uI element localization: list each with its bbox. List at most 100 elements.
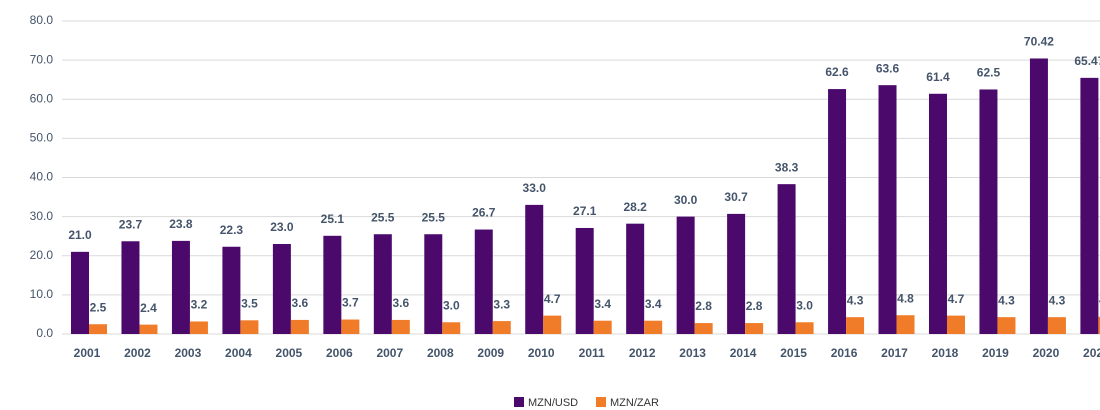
value-label: 4.3 [1049, 293, 1066, 307]
bar [727, 213, 746, 334]
legend-swatch [596, 397, 606, 407]
value-label: 27.1 [573, 204, 597, 218]
bar [878, 85, 897, 334]
bar [777, 184, 796, 334]
value-label: 4.8 [897, 291, 914, 305]
x-tick-label: 2002 [124, 346, 151, 360]
value-label: 30.0 [674, 193, 698, 207]
x-tick-label: 2017 [881, 346, 908, 360]
x-tick-label: 2003 [175, 346, 202, 360]
x-tick-label: 2009 [477, 346, 504, 360]
value-label: 23.7 [119, 217, 143, 231]
x-tick-label: 2011 [579, 346, 605, 360]
x-tick-label: 2001 [74, 346, 101, 360]
bar [1047, 317, 1066, 334]
value-label: 2.4 [140, 301, 157, 315]
y-tick-label: 30.0 [30, 209, 54, 223]
bar [474, 229, 493, 334]
value-label: 38.3 [775, 160, 799, 174]
x-tick-label: 2012 [629, 346, 656, 360]
value-label: 3.4 [594, 297, 611, 311]
bar [171, 240, 190, 334]
bar [896, 315, 915, 334]
legend-label: MZN/USD [528, 397, 578, 409]
x-tick-label: 2015 [780, 346, 807, 360]
value-label: 2.5 [90, 300, 107, 314]
value-label: 3.7 [342, 296, 359, 310]
bar [525, 204, 544, 334]
value-label: 25.1 [321, 212, 345, 226]
value-label: 25.5 [422, 210, 446, 224]
bar [391, 319, 410, 334]
bar [676, 216, 695, 334]
y-tick-label: 40.0 [30, 170, 54, 184]
bar [644, 320, 663, 334]
bar [323, 235, 342, 334]
value-label: 23.8 [169, 217, 193, 231]
value-label: 22.3 [220, 223, 244, 237]
bar [593, 320, 612, 334]
bar [997, 317, 1016, 334]
value-label: 4.3 [998, 293, 1015, 307]
y-tick-label: 80.0 [30, 13, 54, 27]
y-tick-label: 60.0 [30, 91, 54, 105]
bar [373, 234, 392, 334]
y-tick-label: 0.0 [36, 326, 53, 340]
bar [189, 321, 208, 334]
value-label: 3.0 [796, 298, 813, 312]
x-tick-label: 2019 [982, 346, 1009, 360]
value-label: 4.7 [544, 292, 561, 306]
bar [240, 320, 259, 334]
legend-swatch [514, 397, 524, 407]
legend-label: MZN/ZAR [610, 397, 659, 409]
x-tick-label: 2014 [730, 346, 757, 360]
x-tick-label: 2008 [427, 346, 454, 360]
bar [543, 315, 562, 334]
value-label: 62.6 [825, 65, 849, 79]
x-tick-label: 2010 [528, 346, 555, 360]
bar [694, 323, 713, 334]
x-tick-label: 2006 [326, 346, 353, 360]
bar [121, 241, 140, 334]
value-label: 3.0 [443, 298, 460, 312]
value-label: 3.4 [645, 297, 662, 311]
value-label: 2.8 [695, 299, 712, 313]
value-label: 30.7 [724, 190, 748, 204]
x-tick-label: 2016 [831, 346, 858, 360]
value-label: 4.3 [847, 293, 864, 307]
value-label: 21.0 [68, 228, 92, 242]
value-label: 28.2 [623, 200, 647, 214]
x-tick-label: 2018 [932, 346, 959, 360]
value-label: 3.3 [493, 297, 510, 311]
bar [89, 324, 107, 334]
x-tick-label: 2004 [225, 346, 252, 360]
bar [272, 244, 291, 334]
x-tick-label: 2005 [276, 346, 303, 360]
bar [928, 93, 947, 335]
bar [828, 89, 847, 334]
y-tick-label: 20.0 [30, 248, 54, 262]
bar [341, 319, 360, 334]
bar [492, 321, 511, 334]
bar [575, 227, 594, 334]
x-tick-label: 2021 [1083, 346, 1100, 360]
value-label: 26.7 [472, 206, 496, 220]
bar [1029, 58, 1048, 334]
y-tick-label: 50.0 [30, 131, 54, 145]
value-label: 4.7 [948, 292, 965, 306]
x-tick-label: 2007 [376, 346, 403, 360]
y-tick-label: 70.0 [30, 52, 54, 66]
value-label: 61.4 [926, 70, 950, 84]
value-label: 3.6 [292, 296, 309, 310]
bar [424, 234, 443, 334]
value-label: 63.6 [876, 61, 900, 75]
value-label: 65.47 [1074, 54, 1100, 68]
bar [745, 323, 764, 334]
bar [979, 89, 998, 334]
bar [626, 223, 645, 334]
value-label: 25.5 [371, 210, 395, 224]
value-label: 3.5 [241, 296, 258, 310]
value-label: 2.8 [746, 299, 763, 313]
